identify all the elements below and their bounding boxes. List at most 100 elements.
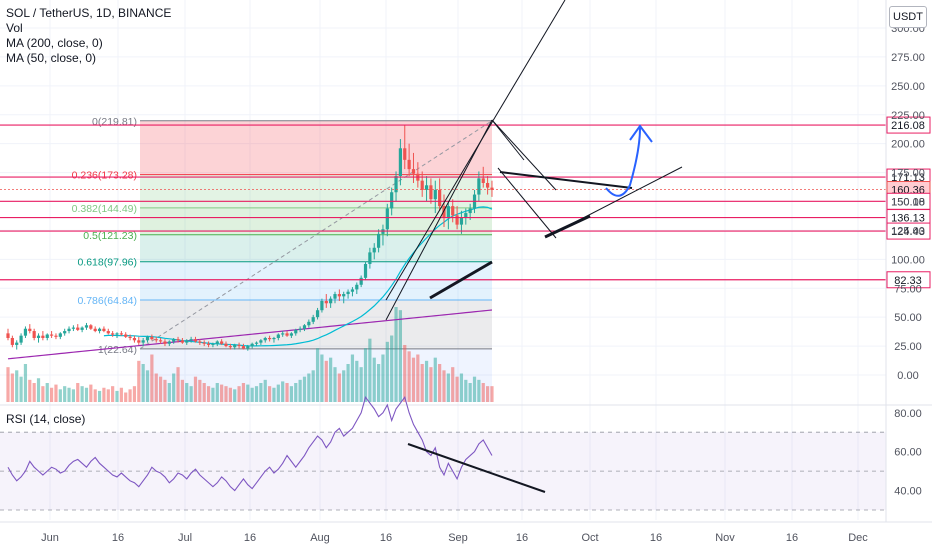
volume-bar [63,386,67,402]
candle [145,336,150,341]
fib-zone [140,261,492,301]
candle [289,333,293,336]
chart-legend: SOL / TetherUS, 1D, BINANCE Vol MA (200,… [6,6,171,66]
volume-bar [119,387,123,402]
candle [220,341,224,344]
volume-bar [228,387,232,402]
candle [433,189,437,200]
candle [97,328,102,332]
volume-bar [28,379,32,402]
candle [119,333,123,335]
x-tick-label: Oct [581,532,598,544]
candle [385,208,389,230]
candle [320,300,324,311]
candle [141,340,145,343]
volume-bar [154,373,158,402]
candle [359,277,363,285]
currency-button[interactable]: USDT [889,6,927,28]
volume-bar [442,370,446,402]
candle [398,148,402,177]
projection-arrow [605,127,641,197]
volume-bar [185,383,189,402]
fib-zone [140,120,492,175]
candle [407,159,411,170]
volume-bar [433,357,437,402]
x-tick-label: 16 [380,532,392,544]
candle [477,178,481,195]
candle [172,339,176,342]
y-tick-label: 75.00 [894,283,922,295]
candle [15,342,19,345]
volume-bar [23,364,28,402]
legend-ma50[interactable]: MA (50, close, 0) [6,51,97,65]
y-tick-label: 150.00 [891,197,925,209]
legend-ma200[interactable]: MA (200, close, 0) [6,36,103,50]
candle [307,321,311,326]
volume-bar [446,373,450,402]
volume-bar [342,370,346,402]
candle [324,300,328,304]
volume-bar [381,354,385,402]
fib-level-label: 1(22.64) [98,344,137,356]
volume-bar [97,390,102,402]
candle [80,327,84,330]
x-tick-label: 16 [786,532,798,544]
volume-bar [289,386,293,402]
volume-bar [54,384,58,402]
volume-bar [315,348,320,402]
candle [298,328,302,330]
candle [294,329,298,334]
volume-bar [337,373,341,402]
legend-vol[interactable]: Vol [6,21,23,35]
candle [302,325,307,329]
volume-bar [50,387,54,402]
price-level-label: 150.18 [891,196,925,208]
volume-bar [189,386,193,402]
candle [455,215,459,225]
volume-bar [58,389,62,402]
candle [63,331,67,334]
volume-bar [176,367,180,402]
volume-bar [403,345,407,402]
candle [281,333,285,335]
fib-level-label: 0.786(64.84) [77,295,137,307]
volume-bar [368,338,372,402]
fib-level-label: 0.5(121.23) [83,230,137,242]
volume-bar [377,364,381,402]
candle [451,206,455,216]
legend-symbol[interactable]: SOL / TetherUS, 1D, BINANCE [6,6,172,20]
volume-bar [141,364,145,402]
volume-bar [80,386,84,402]
volume-bar [132,386,137,402]
volume-bar [411,357,416,402]
candle [115,333,119,335]
volume-bar [36,378,41,402]
candle [329,298,333,304]
candle [233,344,237,348]
price-level-tag [886,271,931,289]
candle [180,340,184,343]
x-tick-label: Aug [310,532,330,544]
volume-bar [145,370,150,402]
candle [28,328,32,332]
candle [71,327,75,329]
rsi-legend[interactable]: RSI (14, close) [6,412,86,426]
volume-bar [106,389,110,402]
volume-bar [372,357,376,402]
volume-bar [102,387,106,402]
volume-bar [41,386,45,402]
volume-bar [237,386,241,402]
trendline [491,119,525,161]
volume-bar [311,370,315,402]
fib-level-label: 0(219.81) [92,116,137,128]
volume-bar [211,387,215,402]
candle [246,346,250,349]
price-level-tag [886,116,931,134]
volume-bar [167,383,171,402]
volume-bar [390,335,394,402]
trendline [497,167,557,239]
volume-bar [429,367,433,402]
volume-bar [224,386,228,402]
volume-bar [333,367,337,402]
